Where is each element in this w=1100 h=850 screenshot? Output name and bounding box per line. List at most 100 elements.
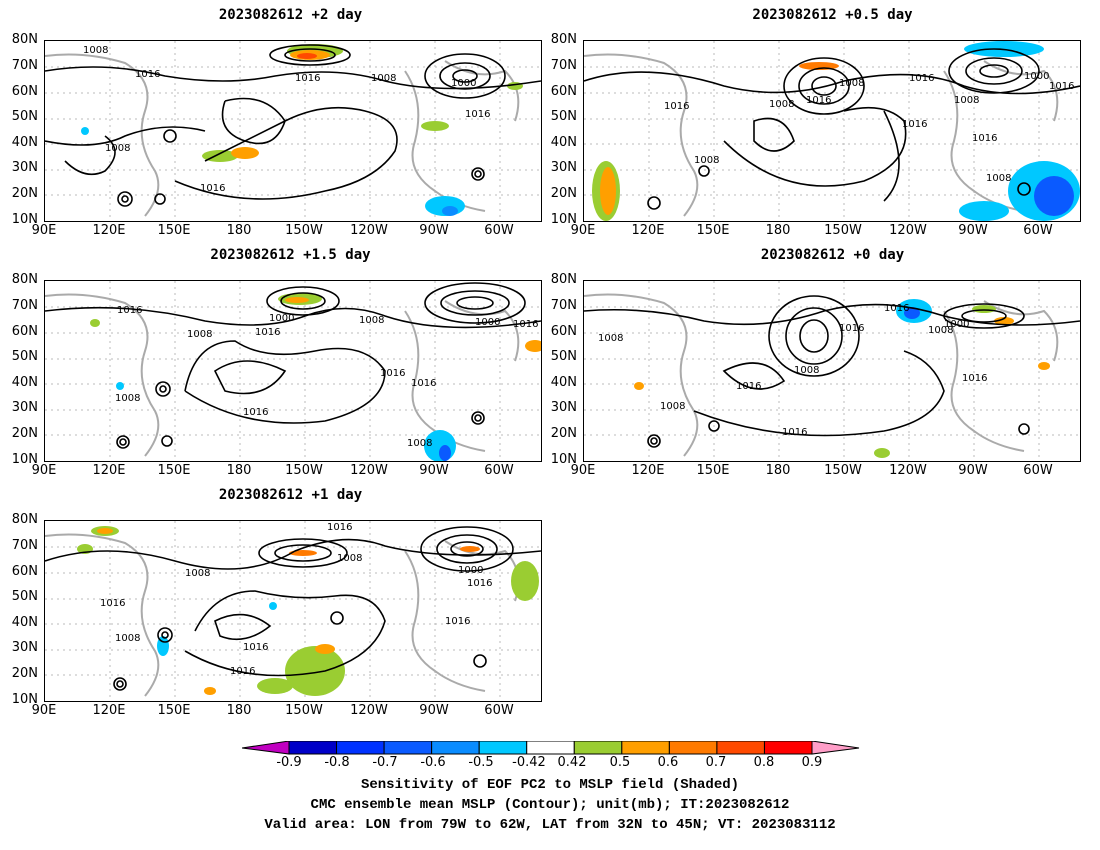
colorbar-bin — [336, 741, 385, 755]
colorbar-bin — [668, 741, 718, 755]
lat-label: 60N — [11, 564, 38, 579]
lat-label: 20N — [550, 186, 577, 201]
colorbar-tick-label: -0.9 — [276, 755, 302, 770]
map-svg: 1008 1016 1008 1000 1016 1008 1016 1016 — [45, 41, 541, 221]
lat-label: 40N — [550, 375, 577, 390]
lon-label: 150E — [157, 223, 191, 238]
contour-label: 1016 — [664, 101, 689, 112]
map-plot: 1016 1008 1000 1016 1008 1000 1016 1008 … — [44, 280, 542, 462]
contour-label: 1016 — [806, 95, 831, 106]
lat-label: 10N — [550, 212, 577, 227]
contour-label: 1016 — [135, 69, 160, 80]
contour-label: 1008 — [694, 155, 719, 166]
caption-line-1: Sensitivity of EOF PC2 to MSLP field (Sh… — [360, 777, 740, 793]
colorbar-tick-label: -0.8 — [324, 755, 350, 770]
lon-label: 90W — [419, 463, 449, 478]
panel-title: 2023082612 +0.5 day — [752, 7, 913, 23]
lon-label: 90W — [419, 703, 449, 718]
lat-label: 80N — [11, 272, 38, 287]
colorbar-tick-label: 0.6 — [657, 755, 679, 770]
contour-label: 1008 — [337, 553, 362, 564]
contour-label: 1016 — [884, 303, 909, 314]
lon-label: 150W — [285, 463, 323, 478]
lon-label: 120E — [631, 223, 665, 238]
map-svg: 1016 1008 1000 1016 1008 1000 1016 1008 … — [45, 281, 541, 461]
lat-label: 20N — [11, 426, 38, 441]
contour-label: 1016 — [295, 73, 320, 84]
contour-label: 1016 — [465, 109, 490, 120]
colorbar-bin — [478, 741, 528, 755]
panel-plus0p5day: 2023082612 +0.5 day — [542, 0, 1087, 245]
contour-label: 1008 — [769, 99, 794, 110]
lon-label: 90E — [31, 703, 57, 718]
caption-line-2: CMC ensemble mean MSLP (Contour); unit(m… — [310, 797, 790, 813]
contour-label: 1008 — [407, 438, 432, 449]
lon-label: 60W — [484, 703, 514, 718]
colorbar-tick-label: -0.5 — [468, 755, 494, 770]
lon-label: 60W — [484, 463, 514, 478]
lon-label: 120W — [889, 463, 927, 478]
map-plot: 1008 1016 1016 1008 1000 1016 1008 1016 … — [583, 280, 1081, 462]
lon-label: 120E — [631, 463, 665, 478]
contour-label: 1016 — [467, 578, 492, 589]
lat-label: 50N — [11, 109, 38, 124]
lat-label: 40N — [11, 375, 38, 390]
contour-label: 1008 — [187, 329, 212, 340]
panel-title: 2023082612 +0 day — [760, 247, 905, 263]
lat-label: 50N — [11, 589, 38, 604]
lat-label: 30N — [550, 400, 577, 415]
contour-label: 1016 — [962, 373, 987, 384]
contour-label: 1016 — [1049, 81, 1074, 92]
lat-label: 80N — [11, 32, 38, 47]
colorbar-bin — [763, 741, 813, 755]
lon-label: 150E — [157, 703, 191, 718]
contour-label: 1008 — [115, 393, 140, 404]
caption-line-3: Valid area: LON from 79W to 62W, LAT fro… — [264, 817, 836, 833]
colorbar-tick-label: 0.8 — [753, 755, 775, 770]
colorbar-bin — [621, 741, 670, 755]
contour-label: 1008 — [660, 401, 685, 412]
contour-label: 1008 — [185, 568, 210, 579]
lat-label: 70N — [11, 298, 38, 313]
panel-plus2day: 2023082612 +2 day — [0, 0, 545, 245]
contour-label: 1016 — [902, 119, 927, 130]
colorbar-tick-label: -0.7 — [372, 755, 398, 770]
map-svg: 1008 1016 1008 1016 1016 1000 1008 1016 … — [584, 41, 1080, 221]
colorbar-tick-label: 0.9 — [801, 755, 823, 770]
lon-label: 90W — [958, 223, 988, 238]
lon-label: 120E — [92, 463, 126, 478]
colorbar-tick-label: -0.42 — [512, 755, 546, 770]
lon-label: 90E — [31, 463, 57, 478]
panel-title: 2023082612 +1.5 day — [210, 247, 371, 263]
colorbar: -0.9 -0.8 -0.7 -0.6 -0.5 -0.42 0.42 0.5 … — [242, 741, 860, 781]
lon-label: 180 — [765, 223, 791, 238]
contour-label: 1000 — [1024, 71, 1049, 82]
colorbar-svg — [242, 741, 860, 755]
lon-label: 150W — [824, 223, 862, 238]
lon-label: 150W — [824, 463, 862, 478]
colorbar-tick-label: 0.7 — [705, 755, 727, 770]
contour-label: 1016 — [380, 368, 405, 379]
contour-label: 1008 — [986, 173, 1011, 184]
lat-label: 40N — [11, 135, 38, 150]
lon-label: 150E — [696, 223, 730, 238]
lat-label: 70N — [550, 58, 577, 73]
contour-label: 1000 — [458, 565, 483, 576]
lat-label: 80N — [550, 272, 577, 287]
colorbar-tick-label: 0.5 — [609, 755, 631, 770]
lon-label: 90E — [31, 223, 57, 238]
lat-label: 30N — [11, 400, 38, 415]
lon-label: 180 — [226, 703, 252, 718]
contour-label: 1016 — [255, 327, 280, 338]
lat-label: 30N — [11, 160, 38, 175]
lon-label: 90E — [570, 463, 596, 478]
contour-label: 1016 — [736, 381, 761, 392]
colorbar-bin — [383, 741, 433, 755]
lon-label: 90W — [419, 223, 449, 238]
contour-label: 1016 — [243, 407, 268, 418]
lon-label: 90E — [570, 223, 596, 238]
panel-plus0day: 2023082612 +0 day — [542, 240, 1087, 485]
lat-label: 30N — [11, 640, 38, 655]
contour-label: 1016 — [782, 427, 807, 438]
panel-plus1p5day: 2023082612 +1.5 day — [0, 240, 545, 485]
